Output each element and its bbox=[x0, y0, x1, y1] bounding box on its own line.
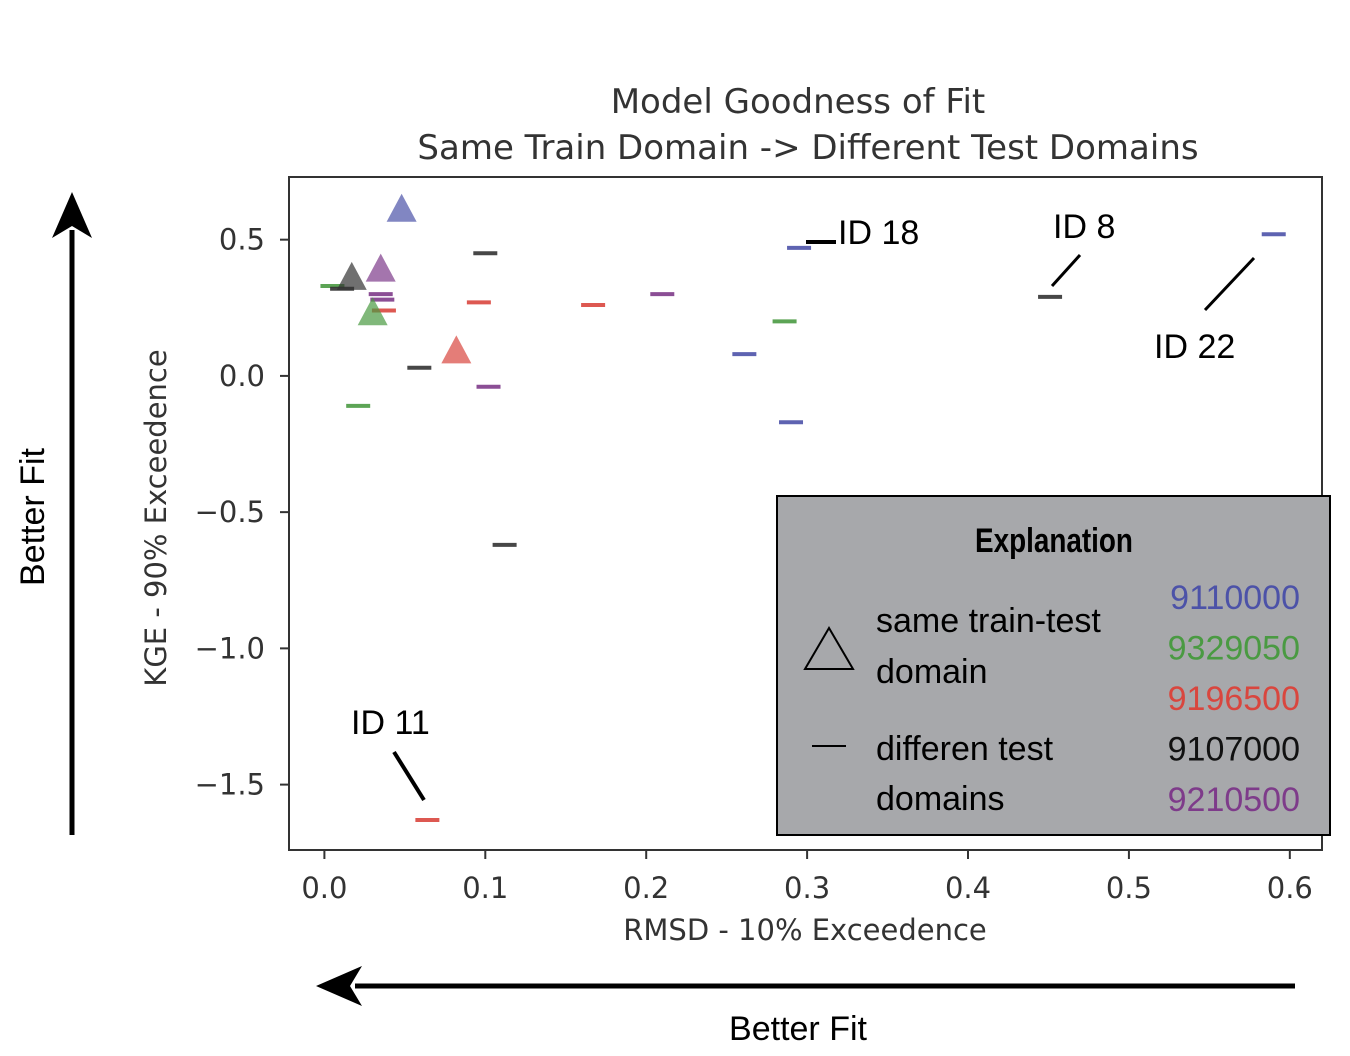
legend-box bbox=[776, 495, 1331, 836]
x-tick-label: 0.3 bbox=[784, 871, 830, 905]
legend-title: Explanation bbox=[975, 521, 1133, 559]
legend-gage-id: 9329050 bbox=[1168, 630, 1300, 668]
x-tick-label: 0.4 bbox=[945, 871, 991, 905]
x-tick-label: 0.2 bbox=[623, 871, 669, 905]
legend-gage-id: 9110000 bbox=[1170, 579, 1300, 617]
same-domain-triangle-9107000 bbox=[336, 261, 367, 290]
legend-triangle-label-line-1: same train-test bbox=[876, 602, 1101, 640]
legend-gage-id: 9107000 bbox=[1168, 731, 1300, 769]
x-tick-label: 0.5 bbox=[1106, 871, 1152, 905]
vertical-better-fit-label: Better Fit bbox=[14, 447, 52, 585]
x-axis-label: RMSD - 10% Exceedence bbox=[623, 913, 987, 947]
y-axis-label: KGE - 90% Exceedence bbox=[139, 349, 173, 686]
annotations: ID 18 ID 8 ID 22 ID 11 bbox=[351, 208, 1256, 802]
annotation-leader-line bbox=[1203, 256, 1256, 312]
y-tick-label: −0.5 bbox=[195, 495, 265, 529]
legend-gage-id: 9196500 bbox=[1168, 680, 1300, 718]
annotation-leader-line bbox=[392, 750, 426, 802]
legend-gage-ids: 9110000 9329050 9196500 9107000 9210500 bbox=[1168, 579, 1300, 819]
chart-title-line-2: Same Train Domain -> Different Test Doma… bbox=[417, 128, 1198, 168]
y-tick-label: −1.5 bbox=[195, 768, 265, 802]
legend-triangle-label-line-2: domain bbox=[876, 653, 988, 691]
x-tick-label: 0.1 bbox=[462, 871, 508, 905]
horizontal-better-fit-label: Better Fit bbox=[729, 1010, 867, 1048]
legend: Explanation same train-test domain diffe… bbox=[776, 495, 1331, 836]
annotation-label: ID 11 bbox=[351, 704, 430, 742]
annotation-label: ID 8 bbox=[1053, 208, 1115, 246]
legend-dash-label-line-2: domains bbox=[876, 780, 1005, 818]
same-domain-triangle-9110000 bbox=[386, 193, 417, 222]
same-domain-triangle-9210500 bbox=[365, 253, 396, 282]
y-tick-label: 0.5 bbox=[219, 223, 265, 257]
same-domain-triangle-9196500 bbox=[441, 335, 472, 364]
legend-dash-label-line-1: differen test bbox=[876, 730, 1054, 768]
x-tick-label: 0.0 bbox=[301, 871, 347, 905]
horizontal-better-fit-arrow bbox=[316, 966, 1295, 1006]
data-marks bbox=[320, 193, 1286, 823]
annotation-label: ID 22 bbox=[1154, 328, 1235, 366]
same-domain-triangle-9329050 bbox=[357, 297, 388, 326]
vertical-better-fit-arrow bbox=[52, 192, 92, 835]
x-tick-label: 0.6 bbox=[1267, 871, 1313, 905]
annotation-leader-line bbox=[1050, 253, 1082, 288]
legend-triangle-marker bbox=[803, 626, 855, 670]
legend-gage-id: 9210500 bbox=[1168, 781, 1300, 819]
chart-title-line-1: Model Goodness of Fit bbox=[611, 82, 986, 122]
y-tick-label: 0.0 bbox=[219, 359, 265, 393]
axis-ticks: 0.0 0.1 0.2 0.3 0.4 0.5 0.6 0.5 0.0 −0.5 −1.0 −1.5 bbox=[195, 223, 1313, 905]
y-tick-label: −1.0 bbox=[195, 631, 265, 665]
annotation-label: ID 18 bbox=[838, 214, 919, 252]
